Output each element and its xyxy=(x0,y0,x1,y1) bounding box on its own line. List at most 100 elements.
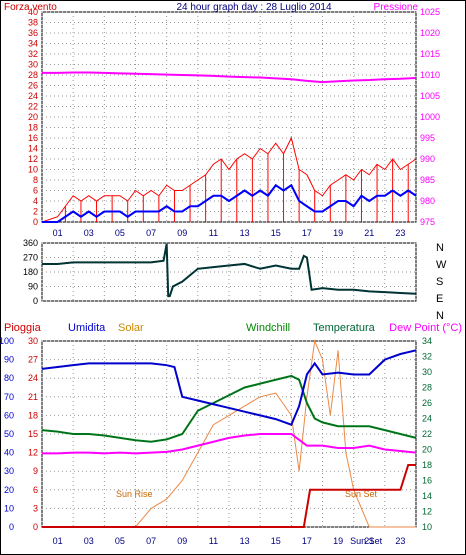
temperature-tick-label: 10 xyxy=(422,522,432,532)
wind-tick-label: 18 xyxy=(28,123,38,133)
wind-gust-line xyxy=(41,136,417,223)
sunset-label: Sun Set xyxy=(345,489,378,499)
humidity-tick-label: 10 xyxy=(4,503,14,513)
pressure-tick-label: 980 xyxy=(420,196,435,206)
pressure-tick-label: 995 xyxy=(420,133,435,143)
humidity-tick-label: 20 xyxy=(4,485,14,495)
wind-tick-label: 6 xyxy=(33,186,38,196)
wind-tick-label: 10 xyxy=(28,165,38,175)
direction-tick-label: 90 xyxy=(28,282,38,292)
compass-letter: E xyxy=(436,293,443,305)
weather-x-tick-label: 01 xyxy=(53,536,63,546)
temperature-tick-label: 14 xyxy=(422,491,432,501)
weather-x-tick-label: 13 xyxy=(240,536,250,546)
wind-tick-label: 40 xyxy=(28,7,38,17)
wind-tick-label: 38 xyxy=(28,18,38,28)
direction-series xyxy=(42,243,417,298)
legend-solar: Solar xyxy=(118,322,144,334)
rain-tick-label: 27 xyxy=(28,355,38,365)
wind-x-tick-label: 09 xyxy=(177,228,187,238)
wind-x-tick-label: 17 xyxy=(302,228,312,238)
wind-tick-label: 16 xyxy=(28,133,38,143)
weather-series xyxy=(41,339,417,528)
weather-x-tick-label: 09 xyxy=(177,536,187,546)
wind-tick-label: 8 xyxy=(33,175,38,185)
weather-x-tick-label: 19 xyxy=(333,536,343,546)
weather-x-tick-label: 05 xyxy=(115,536,125,546)
humidity-tick-label: 50 xyxy=(4,429,14,439)
rain-line xyxy=(42,464,416,528)
legend-rain: Pioggia xyxy=(4,322,42,334)
direction-tick-label: 0 xyxy=(33,296,38,306)
wind-average-line xyxy=(42,183,417,223)
pressure-axis-title: Pressione xyxy=(374,2,419,13)
rain-tick-label: 3 xyxy=(33,503,38,513)
rain-tick-label: 18 xyxy=(28,410,38,420)
temperature-tick-label: 20 xyxy=(422,445,432,455)
direction-tick-label: 180 xyxy=(23,267,38,277)
pressure-line xyxy=(42,71,417,84)
rain-tick-label: 15 xyxy=(28,429,38,439)
humidity-tick-label: 70 xyxy=(4,392,14,402)
temperature-tick-label: 30 xyxy=(422,367,432,377)
wind-x-tick-label: 21 xyxy=(364,228,374,238)
rain-tick-label: 0 xyxy=(33,522,38,532)
rain-tick-label: 30 xyxy=(28,336,38,346)
pressure-tick-label: 1025 xyxy=(420,7,440,17)
wind-tick-label: 28 xyxy=(28,70,38,80)
humidity-tick-label: 30 xyxy=(4,466,14,476)
legend-windchill: Windchill xyxy=(246,322,290,334)
pressure-tick-label: 990 xyxy=(420,154,435,164)
temperature-tick-label: 12 xyxy=(422,507,432,517)
weather-x-tick-label: 23 xyxy=(395,536,405,546)
temperature-ticks: 10 12 14 16 18 20 22 24 26 28 30 32 34 xyxy=(422,336,432,532)
temperature-tick-label: 18 xyxy=(422,460,432,470)
wind-x-ticks: 01 03 05 07 09 11 13 15 17 19 21 23 xyxy=(53,228,406,238)
weather-x-tick-label: 15 xyxy=(271,536,281,546)
humidity-tick-label: 80 xyxy=(4,373,14,383)
wind-tick-label: 36 xyxy=(28,28,38,38)
wind-tick-label: 22 xyxy=(28,102,38,112)
rain-tick-label: 6 xyxy=(33,485,38,495)
humidity-tick-label: 40 xyxy=(4,448,14,458)
direction-grid xyxy=(41,242,417,302)
wind-tick-label: 24 xyxy=(28,91,38,101)
pressure-tick-label: 1010 xyxy=(420,70,440,80)
wind-grid xyxy=(41,11,417,223)
legend-humidity: Umidita xyxy=(68,322,106,334)
weather-x-tick-label: 07 xyxy=(146,536,156,546)
wind-x-tick-label: 03 xyxy=(84,228,94,238)
wind-axis-title: Forza vento xyxy=(4,2,57,13)
humidity-tick-label: 90 xyxy=(4,355,14,365)
humidity-tick-label: 0 xyxy=(9,522,14,532)
direction-tick-label: 270 xyxy=(23,253,38,263)
wind-x-tick-label: 15 xyxy=(271,228,281,238)
humidity-tick-label: 60 xyxy=(4,410,14,420)
wind-tick-label: 32 xyxy=(28,49,38,59)
pressure-tick-label: 975 xyxy=(420,217,435,227)
temperature-tick-label: 16 xyxy=(422,476,432,486)
direction-tick-label: 360 xyxy=(23,238,38,248)
rain-ticks: 0 3 6 9 12 15 18 21 24 27 30 xyxy=(28,336,38,532)
weather-x-tick-label: 03 xyxy=(84,536,94,546)
temperature-line xyxy=(41,375,417,443)
wind-x-tick-label: 23 xyxy=(395,228,405,238)
compass-letter: N xyxy=(436,242,444,254)
temperature-tick-label: 32 xyxy=(422,352,432,362)
humidity-tick-label: 100 xyxy=(0,336,14,346)
wind-tick-label: 0 xyxy=(33,217,38,227)
wind-tick-label: 12 xyxy=(28,154,38,164)
wind-series xyxy=(41,71,417,223)
weather-x-tick-label: 17 xyxy=(302,536,312,546)
legend-temperature: Temperatura xyxy=(313,322,376,334)
direction-left-ticks: 0 90 180 270 360 xyxy=(23,238,38,306)
wind-x-tick-label: 01 xyxy=(53,228,63,238)
wind-tick-label: 14 xyxy=(28,144,38,154)
temperature-tick-label: 22 xyxy=(422,429,432,439)
sunset-axis-label: Sun Set xyxy=(350,536,383,546)
pressure-right-ticks: 975 980 985 990 995 1000 1005 1010 1015 1020 1025 xyxy=(420,7,440,227)
